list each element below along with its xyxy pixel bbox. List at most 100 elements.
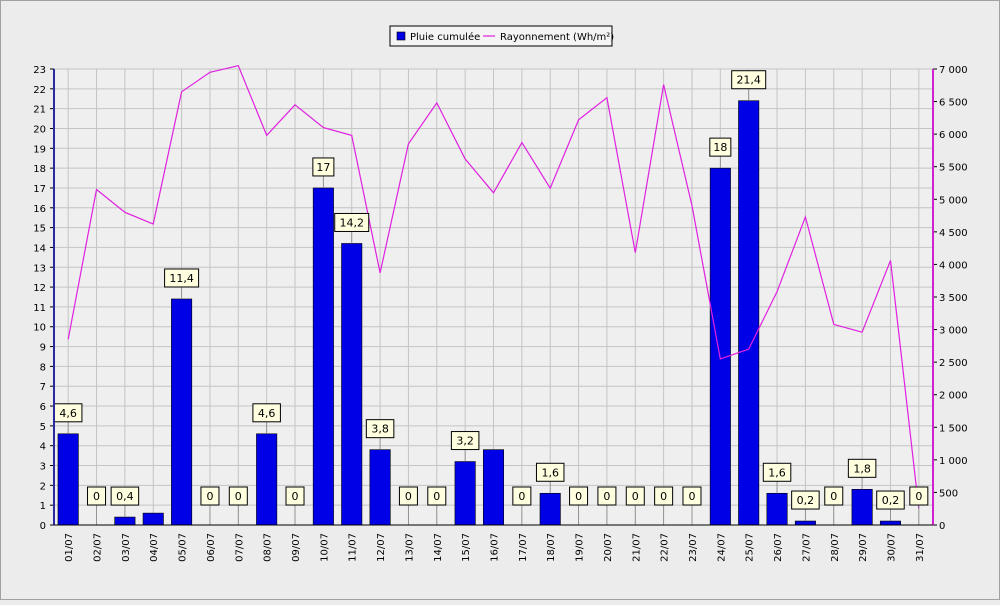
rain-bar-value-label: 0,2	[797, 494, 815, 507]
x-axis-tick-label: 12/07	[376, 533, 387, 562]
x-axis-tick-label: 06/07	[206, 533, 217, 562]
left-axis-tick-label: 8	[40, 362, 46, 373]
rain-label-box	[876, 490, 905, 510]
rain-bar	[341, 243, 363, 526]
x-axis-tick-label: 28/07	[830, 533, 841, 562]
left-axis-tick-label: 2	[40, 481, 46, 492]
x-axis-tick-label: 30/07	[886, 533, 897, 562]
x-axis-tick-label: 09/07	[291, 533, 302, 562]
rain-bar-value-label: 4,6	[59, 407, 77, 420]
x-axis-tick-label: 20/07	[603, 533, 614, 562]
left-axis-tick-label: 4	[40, 442, 46, 453]
rain-label-box	[709, 137, 732, 157]
x-axis-tick-label: 11/07	[348, 533, 359, 562]
rain-label-box	[252, 403, 281, 423]
rain-bar-value-label: 14,2	[339, 216, 364, 229]
rain-bar	[171, 298, 193, 526]
rain-bar-value-label: 0	[235, 490, 242, 503]
left-axis-tick-label: 20	[33, 124, 46, 135]
left-axis-tick-label: 11	[33, 303, 46, 314]
x-axis-tick-label: 02/07	[93, 533, 104, 562]
x-axis-tick-label: 27/07	[801, 533, 812, 562]
rain-label-box	[285, 486, 305, 506]
rain-bar-value-label: 0	[688, 490, 695, 503]
rain-bar	[369, 449, 391, 526]
rain-bar-value-label: 0	[830, 490, 837, 503]
x-axis-tick-label: 16/07	[490, 533, 501, 562]
rain-label-box	[654, 486, 674, 506]
x-axis-tick-label: 21/07	[631, 533, 642, 562]
right-axis-tick-label: 6 500	[939, 98, 968, 109]
left-axis-tick-label: 16	[33, 204, 46, 215]
left-axis-tick-label: 0	[40, 521, 46, 532]
rain-bar-value-label: 0	[603, 490, 610, 503]
right-axis-tick-label: 5 000	[939, 195, 968, 206]
left-axis-tick-label: 17	[33, 184, 46, 195]
legend-bar-swatch	[396, 31, 406, 41]
rain-bar-value-label: 11,4	[169, 272, 194, 285]
right-axis-tick-label: 3 000	[939, 326, 968, 337]
rain-label-box	[427, 486, 447, 506]
rain-label-box	[824, 486, 844, 506]
left-axis-tick-label: 6	[40, 402, 46, 413]
x-axis-tick-label: 18/07	[546, 533, 557, 562]
rain-bar	[794, 520, 816, 526]
rain-label-box	[762, 462, 792, 482]
x-axis-tick-label: 17/07	[518, 533, 529, 562]
right-axis-tick-label: 3 500	[939, 293, 968, 304]
left-axis-tick-label: 14	[33, 243, 46, 254]
left-axis-tick-label: 1	[40, 501, 46, 512]
rain-label-box	[512, 486, 532, 506]
left-axis-tick-label: 18	[33, 164, 46, 175]
rain-bar-value-label: 0	[433, 490, 440, 503]
rain-label-box	[535, 462, 565, 482]
right-axis-tick-label: 1 500	[939, 423, 968, 434]
left-axis-tick-label: 21	[33, 105, 46, 116]
rain-bar-value-label: 0	[632, 490, 639, 503]
x-axis-tick-label: 10/07	[319, 533, 330, 562]
rain-bar-value-label: 18	[713, 141, 727, 154]
x-axis-tick-label: 01/07	[64, 533, 75, 562]
rain-bar-value-label: 0	[93, 490, 100, 503]
left-axis-tick-label: 12	[33, 283, 46, 294]
rain-bar-value-label: 3,2	[456, 435, 474, 448]
rain-label-box	[164, 268, 200, 288]
rain-bars	[57, 100, 901, 526]
x-axis-tick-label: 31/07	[915, 533, 926, 562]
x-axis-tick-label: 23/07	[688, 533, 699, 562]
x-axis-tick-label: 22/07	[660, 533, 671, 562]
x-axis-tick-label: 03/07	[121, 533, 132, 562]
x-axis-tick-label: 25/07	[745, 533, 756, 562]
rain-bar-value-label: 1,8	[853, 462, 871, 475]
rain-bar	[256, 433, 278, 526]
rain-label-box	[110, 486, 140, 506]
rain-label-box	[847, 458, 877, 478]
right-axis-tick-label: 5 500	[939, 163, 968, 174]
rain-bar-value-label: 0	[660, 490, 667, 503]
x-axis-tick-label: 04/07	[149, 533, 160, 562]
x-axis-tick-label: 24/07	[716, 533, 727, 562]
rain-label-box	[682, 486, 702, 506]
left-axis-tick-label: 15	[33, 224, 46, 235]
rain-bar	[454, 461, 476, 526]
rain-bar	[57, 433, 79, 526]
right-axis-tick-label: 4 500	[939, 228, 968, 239]
left-axis-tick-label: 3	[40, 462, 46, 473]
left-axis-tick-label: 10	[33, 323, 46, 334]
rain-bar-value-label: 0,4	[116, 490, 134, 503]
rain-bar-value-label: 0	[518, 490, 525, 503]
rain-bar	[738, 100, 760, 526]
left-axis-tick-label: 5	[40, 422, 46, 433]
right-axis-tick-label: 4 000	[939, 260, 968, 271]
radiation-line	[67, 64, 920, 509]
rain-bar	[312, 187, 334, 526]
left-axis-tick-label: 7	[40, 382, 46, 393]
rain-bar	[709, 167, 731, 526]
x-axis-tick-label: 05/07	[178, 533, 189, 562]
rain-label-box	[398, 486, 418, 506]
x-axis-tick-label: 14/07	[433, 533, 444, 562]
right-axis-tick-label: 2 000	[939, 391, 968, 402]
left-axis-tick-label: 23	[33, 65, 46, 76]
